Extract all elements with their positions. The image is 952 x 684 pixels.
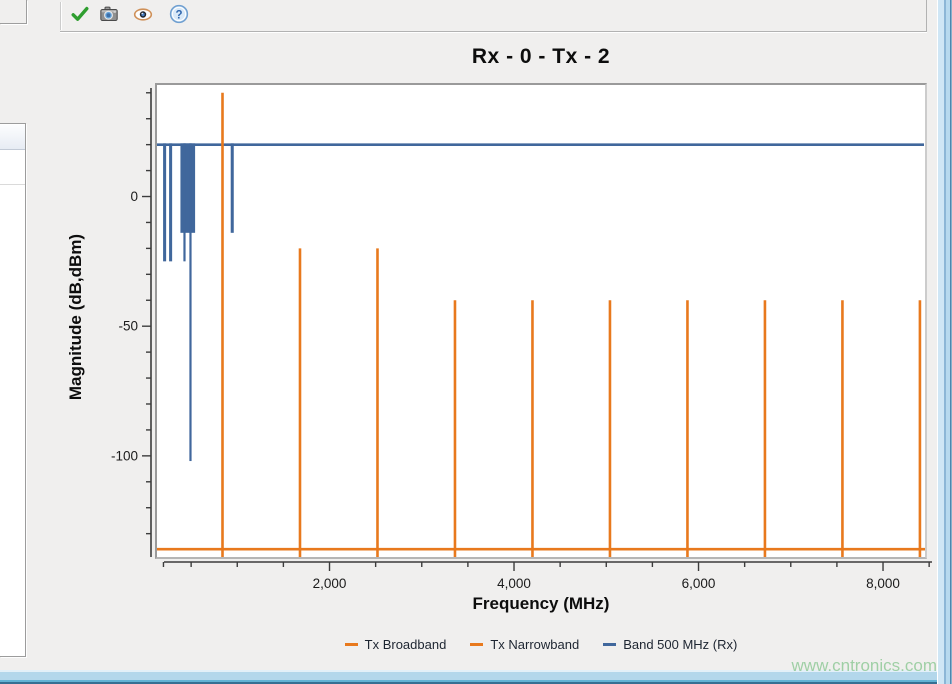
x-tick-label: 4,000 [497, 576, 531, 591]
series-rx-dip [180, 143, 196, 233]
toolbar-bottom-border [60, 31, 927, 32]
camera-icon [100, 6, 118, 21]
left-panel-header [0, 125, 25, 150]
x-tick-label: 8,000 [866, 576, 900, 591]
y-tick-label: 0 [130, 189, 138, 204]
window-border-bottom[interactable] [0, 670, 952, 684]
x-axis-label: Frequency (MHz) [472, 594, 610, 613]
toolbar-separator [60, 2, 61, 30]
series-rx-dip [163, 143, 167, 262]
watermark: www.cntronics.com [791, 656, 937, 675]
legend-label: Tx Broadband [364, 636, 447, 652]
legend-swatch [603, 642, 617, 646]
help-button[interactable]: ? [169, 4, 189, 24]
chart-legend: Tx Broadband Tx Narrowband Band 500 MHz (R… [155, 634, 927, 654]
toolbar-right-border [926, 0, 927, 32]
legend-swatch [470, 642, 484, 646]
series-rx-dip [169, 143, 173, 262]
legend-item: Tx Broadband [344, 636, 447, 652]
visibility-button[interactable] [133, 4, 153, 24]
y-tick-label: -100 [111, 448, 138, 463]
chart-title: Rx - 0 - Tx - 2 [471, 45, 611, 68]
series-rx-dip [183, 143, 186, 262]
left-panel-row[interactable] [0, 151, 25, 185]
check-icon [71, 6, 89, 21]
y-tick-label: -50 [118, 319, 138, 334]
series-rx-dip [230, 143, 234, 233]
legend-swatch [344, 642, 358, 646]
x-tick-label: 6,000 [682, 576, 716, 591]
legend-label: Band 500 MHz (Rx) [623, 636, 738, 652]
plot-area [155, 83, 927, 559]
snapshot-button[interactable] [99, 4, 119, 24]
left-side-panel[interactable] [0, 123, 26, 657]
series-rx-dip [189, 143, 192, 462]
svg-text:?: ? [175, 9, 182, 21]
apply-button[interactable] [70, 4, 90, 24]
help-icon: ? [169, 4, 189, 24]
x-tick-label: 2,000 [313, 576, 347, 591]
left-panel-top-fragment [0, 0, 27, 24]
legend-label: Tx Narrowband [490, 636, 580, 652]
legend-item: Band 500 MHz (Rx) [603, 637, 737, 652]
eye-icon [133, 8, 153, 21]
legend-item: Tx Narrowband [470, 637, 579, 652]
window-border-right[interactable] [937, 0, 952, 684]
